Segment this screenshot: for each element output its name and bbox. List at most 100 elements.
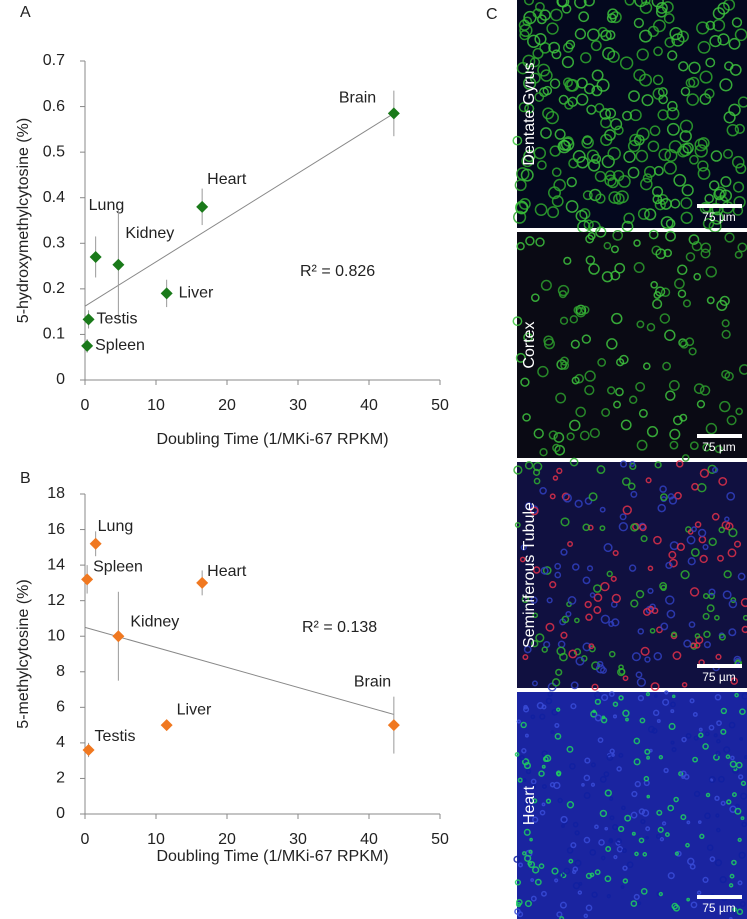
cell: [606, 570, 613, 577]
cell: [614, 125, 624, 136]
cell: [529, 72, 541, 84]
image-label: Cortex: [521, 321, 538, 368]
cell: [742, 614, 747, 621]
cell: [551, 49, 562, 60]
x-tick-label: 30: [289, 397, 307, 414]
cell: [715, 653, 722, 660]
cell: [735, 761, 743, 769]
cell: [657, 109, 669, 121]
cell: [621, 477, 631, 486]
cell: [654, 461, 662, 469]
cell: [548, 430, 558, 440]
scale-bar: [697, 895, 742, 899]
cell: [534, 878, 542, 886]
point-label: Spleen: [93, 559, 143, 576]
cell: [547, 206, 560, 219]
cell: [560, 631, 568, 639]
cell: [545, 697, 553, 705]
cell: [561, 615, 570, 624]
y-tick-label: 14: [47, 556, 65, 573]
cell: [584, 370, 596, 382]
cell: [636, 677, 647, 687]
cell: [610, 270, 621, 281]
cell: [637, 628, 645, 635]
cell: [724, 371, 734, 382]
cell: [545, 110, 559, 125]
cell: [546, 597, 553, 604]
cell: [521, 154, 534, 168]
cell: [530, 714, 536, 720]
cell: [590, 762, 596, 768]
point-label: Brain: [339, 90, 376, 107]
x-tick-label: 20: [218, 831, 236, 848]
cell: [522, 654, 529, 661]
cell: [703, 641, 711, 649]
cell: [589, 849, 597, 856]
cell: [611, 593, 621, 604]
cell: [590, 40, 602, 52]
cell: [722, 590, 732, 600]
cell: [734, 123, 745, 135]
cell: [689, 587, 700, 597]
cell: [713, 733, 718, 738]
cell: [673, 796, 679, 803]
cell: [719, 876, 727, 884]
cell: [530, 895, 537, 902]
cell: [668, 496, 678, 505]
cell: [599, 666, 607, 674]
x-tick-label: 40: [360, 831, 378, 848]
cell: [613, 400, 621, 409]
cell: [551, 195, 564, 208]
cell: [730, 677, 739, 685]
cell: [589, 872, 595, 878]
cell: [633, 893, 640, 900]
cell: [584, 757, 591, 764]
cell: [738, 364, 747, 375]
cell: [709, 856, 716, 862]
cell: [650, 682, 660, 691]
cell: [589, 188, 602, 202]
cell: [734, 807, 742, 815]
cell: [533, 146, 546, 160]
cell: [596, 78, 610, 92]
cell: [581, 783, 585, 787]
cell: [532, 47, 544, 59]
cell: [627, 482, 636, 491]
cell: [565, 610, 572, 618]
cell: [671, 902, 679, 910]
cell: [624, 814, 632, 822]
cell: [619, 56, 634, 70]
cell: [696, 21, 710, 35]
cell: [521, 820, 527, 825]
cell: [731, 155, 745, 169]
cell: [570, 703, 577, 710]
cell: [649, 125, 661, 137]
cell: [714, 859, 723, 867]
cell: [731, 792, 737, 798]
cell: [518, 197, 531, 210]
cell: [559, 901, 567, 909]
cell: [600, 614, 610, 624]
cell: [540, 566, 549, 575]
cell: [560, 872, 567, 879]
cell: [514, 179, 527, 192]
cell: [718, 633, 726, 641]
cell: [569, 315, 579, 324]
y-tick-label: 0.2: [43, 280, 65, 297]
x-tick-label: 0: [81, 831, 90, 848]
cell: [583, 0, 595, 7]
y-tick-label: 16: [47, 521, 65, 538]
trendline: [84, 112, 395, 307]
cell: [545, 798, 552, 804]
cell: [669, 26, 683, 41]
cell: [694, 144, 708, 158]
cell: [519, 23, 533, 38]
cell: [630, 811, 638, 819]
cell: [643, 775, 650, 782]
cell: [561, 824, 565, 828]
point: [81, 339, 94, 352]
cell: [716, 720, 722, 726]
cell: [515, 898, 523, 906]
cell: [664, 832, 670, 837]
cell: [556, 467, 563, 475]
